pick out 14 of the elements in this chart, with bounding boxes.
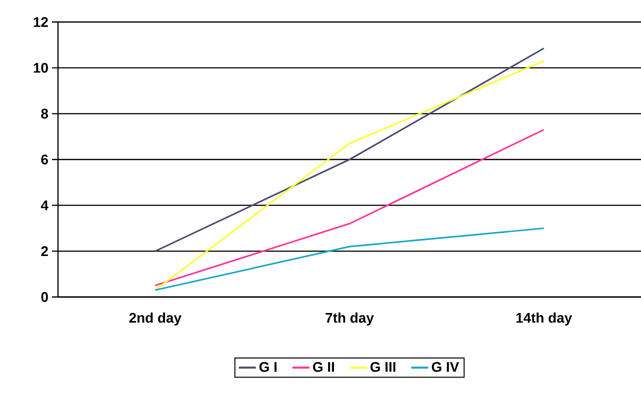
legend-label: G II	[313, 362, 334, 372]
x-tick-label: 14th day	[516, 312, 572, 326]
legend-label: G IV	[432, 362, 460, 372]
y-tick-label: 12	[34, 17, 48, 27]
y-tick-label: 6	[41, 154, 48, 164]
x-tick-label: 7th day	[326, 312, 374, 326]
legend-label: G III	[370, 362, 396, 372]
y-tick-label: 2	[41, 246, 48, 256]
x-tick-label: 2nd day	[129, 312, 182, 326]
legend-label: G I	[259, 362, 277, 372]
y-tick-label: 8	[41, 108, 48, 119]
y-tick-label: 4	[40, 200, 48, 210]
y-tick-label: 10	[34, 62, 48, 73]
y-tick-label: 0	[41, 292, 48, 302]
